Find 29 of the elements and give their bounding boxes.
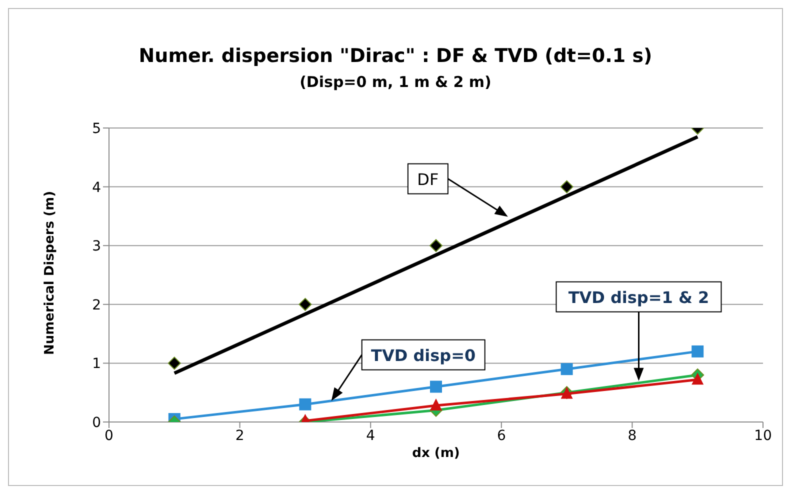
x-tick-label: 8 <box>628 428 637 444</box>
y-tick-label: 0 <box>92 414 101 431</box>
point <box>299 398 312 410</box>
x-tick-label: 0 <box>104 428 114 444</box>
y-tick-label: 5 <box>92 120 101 137</box>
point <box>430 380 442 393</box>
point <box>560 363 573 376</box>
point <box>560 180 574 194</box>
x-tick-label: 10 <box>754 428 772 444</box>
point <box>168 356 181 370</box>
y-axis-title: Numerical Dispers (m) <box>42 190 58 355</box>
y-tick-label: 4 <box>92 180 102 196</box>
y-tick-label: 1 <box>92 356 101 372</box>
annotation: DF <box>417 170 439 189</box>
point <box>298 298 312 311</box>
point <box>692 372 704 385</box>
x-tick-label: 6 <box>496 428 506 444</box>
annotation: TVD disp=1 & 2 <box>568 288 710 307</box>
x-tick-label: 4 <box>366 428 376 444</box>
annotation: TVD disp=0 <box>371 346 476 365</box>
point <box>430 239 442 252</box>
x-axis-title: dx (m) <box>412 446 460 461</box>
y-tick-label: 2 <box>92 297 101 314</box>
x-tick-label: 2 <box>235 428 244 444</box>
point <box>430 398 442 411</box>
y-tick-label: 3 <box>92 238 101 255</box>
point <box>692 345 704 358</box>
chart-title: Numer. dispersion "Dirac" : DF & TVD (dt=0.1 s) <box>138 45 654 67</box>
chart-subtitle: (Disp=0 m, 1 m & 2 m) <box>298 73 492 91</box>
